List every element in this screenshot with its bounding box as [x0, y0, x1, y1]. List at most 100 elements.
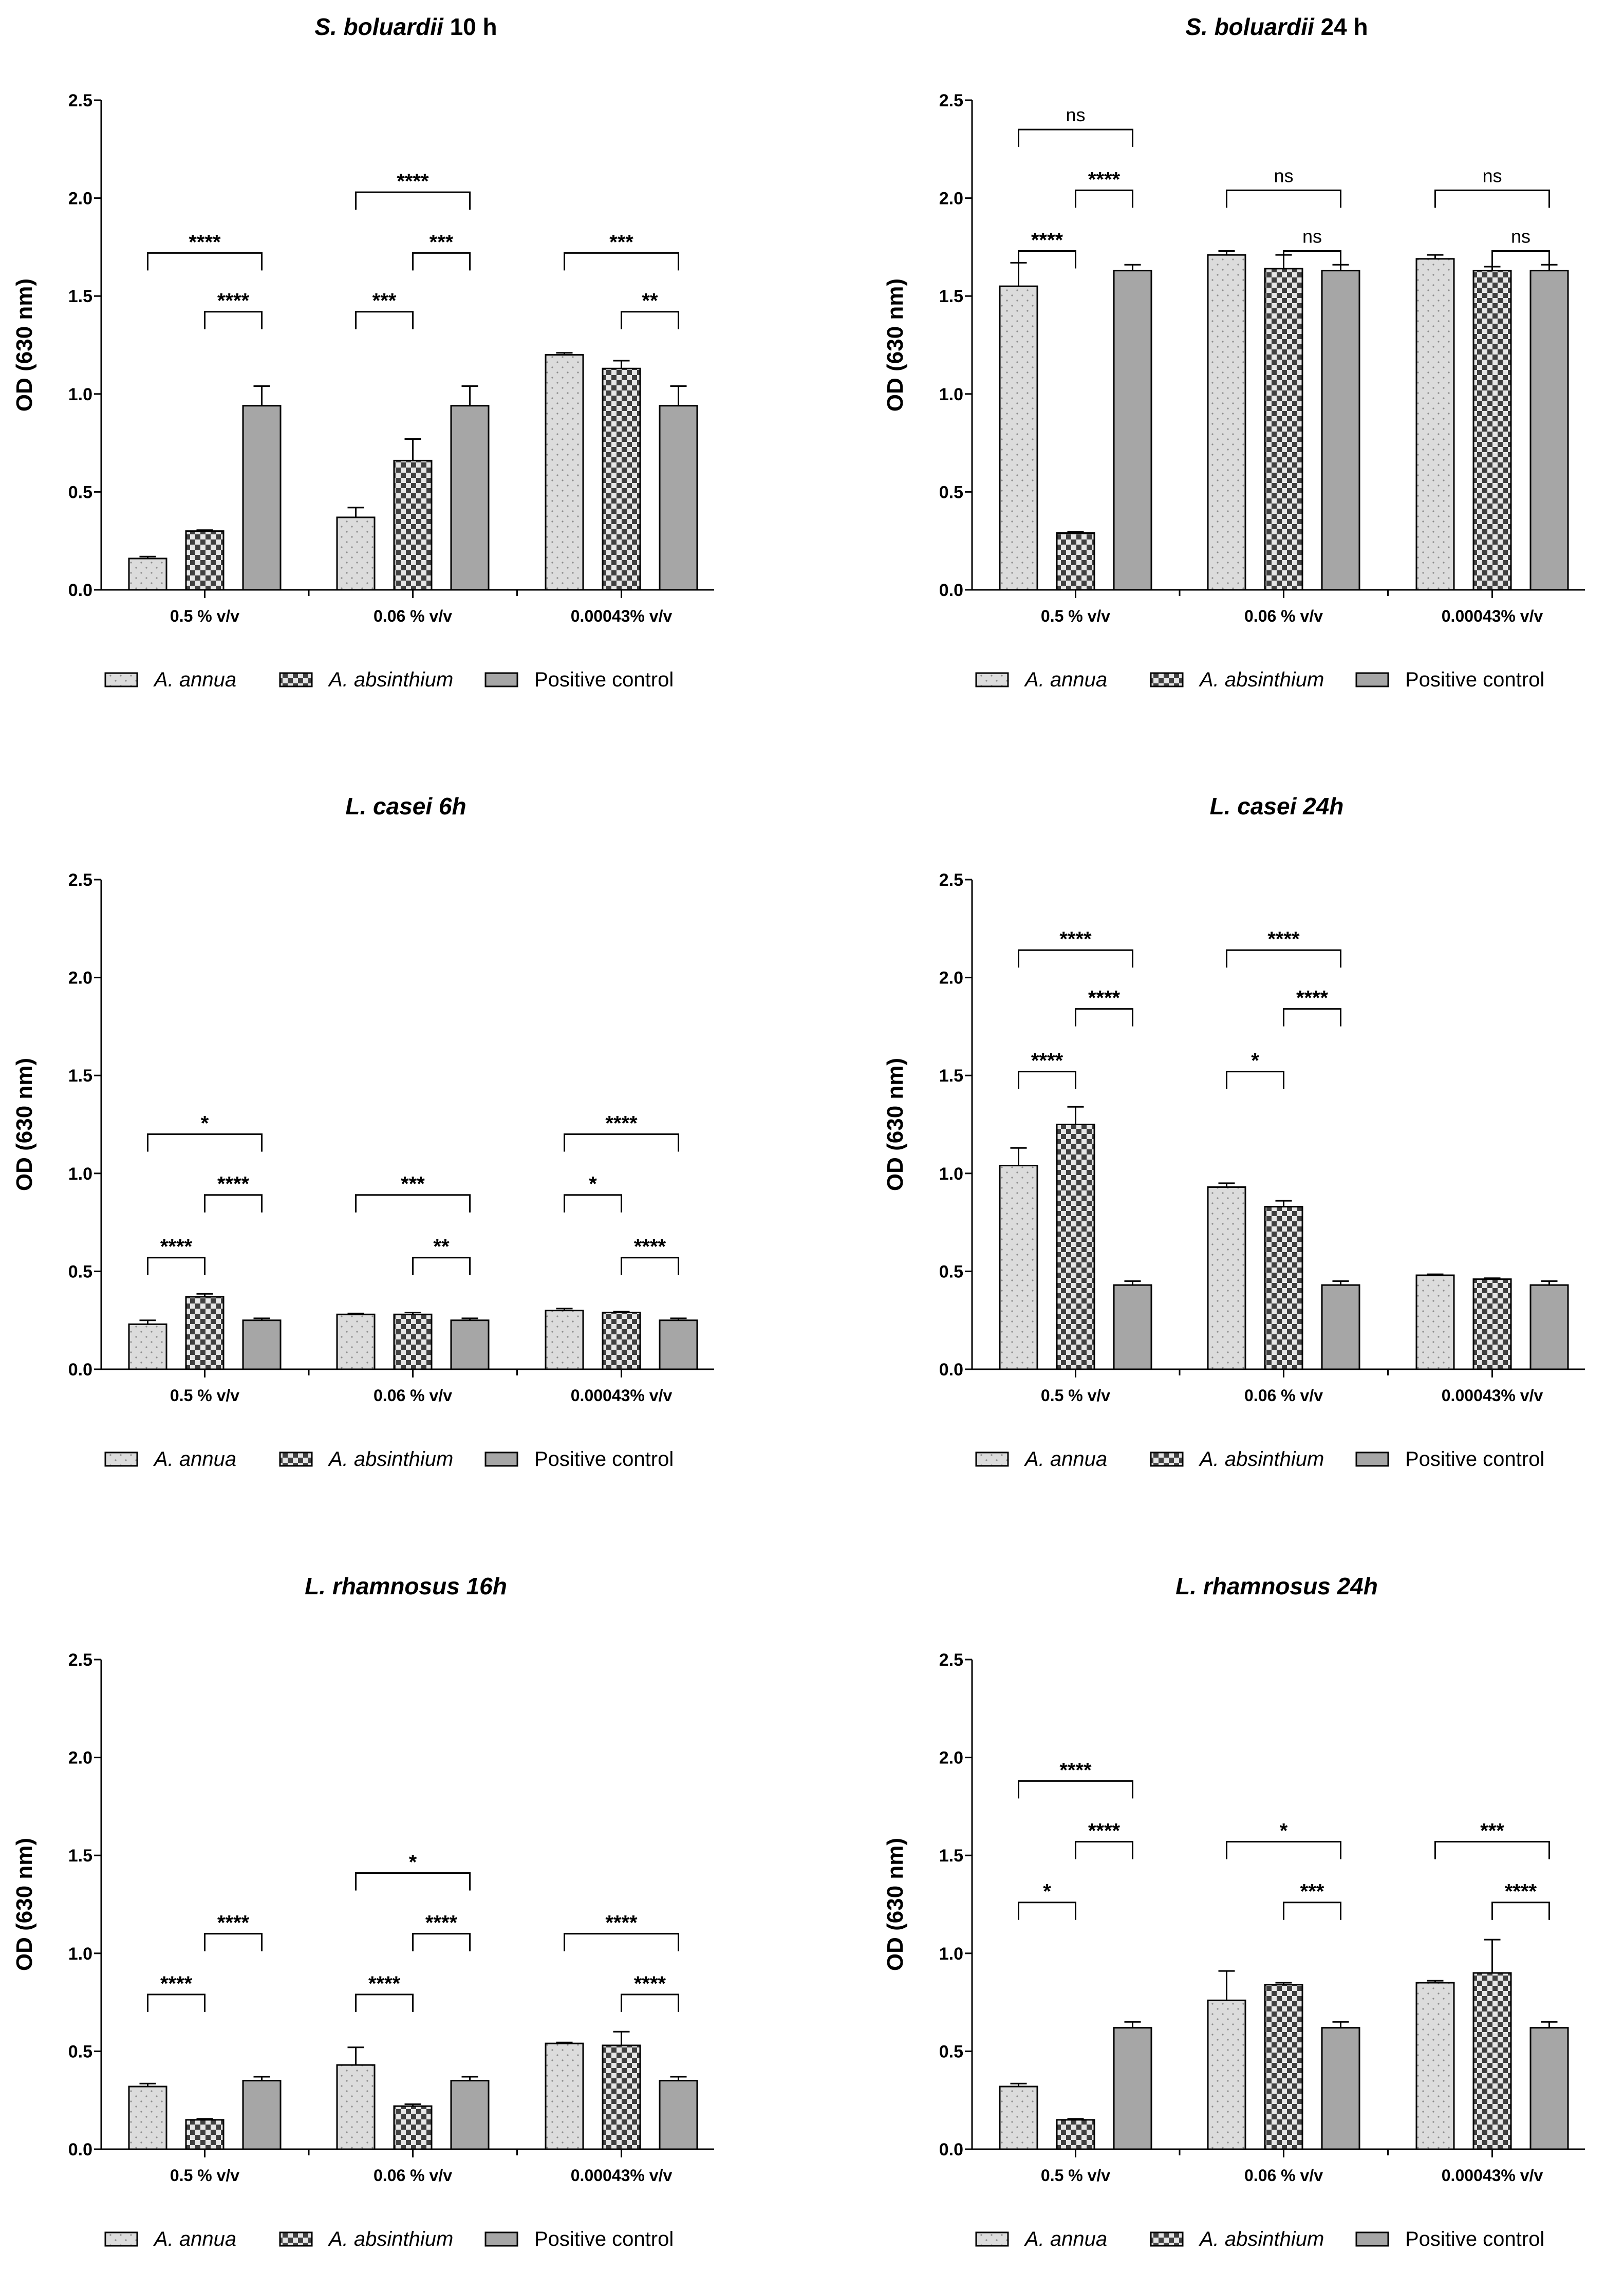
legend-label: A. annua: [1024, 2228, 1107, 2250]
legend-label: A. absinthium: [1199, 2228, 1324, 2250]
y-tick-label: 1.0: [68, 1944, 92, 1964]
significance-bracket: [621, 1257, 679, 1275]
significance-label: ****: [217, 1173, 250, 1196]
bar: [1264, 268, 1303, 591]
significance-bracket: [355, 1194, 471, 1213]
bar: [1113, 2027, 1152, 2150]
significance-label: ****: [1088, 987, 1121, 1010]
significance-label: *: [201, 1112, 209, 1135]
bar: [545, 1310, 584, 1370]
x-category-label: 0.06 % v/v: [374, 607, 452, 625]
chart-title: L. rhamnosus 16h: [305, 1573, 507, 1599]
y-tick-label: 1.0: [939, 1944, 963, 1964]
legend-swatch: [484, 672, 518, 687]
y-axis-label: OD (630 nm): [883, 1058, 908, 1191]
x-category-label: 0.5 % v/v: [170, 607, 239, 625]
significance-bracket: [1491, 1902, 1550, 1920]
legend-swatch: [975, 1451, 1009, 1467]
y-tick-label: 0.0: [939, 581, 963, 600]
significance-label: *: [1280, 1820, 1288, 1842]
significance-bracket: [412, 1257, 471, 1275]
legend-label: A. annua: [153, 1448, 236, 1470]
y-tick-label: 1.5: [68, 1066, 92, 1086]
significance-label: ****: [160, 1972, 193, 1995]
bar: [659, 405, 698, 591]
y-tick-label: 1.0: [939, 385, 963, 404]
significance-label: ****: [1088, 168, 1121, 191]
chart-panel-4: L. casei 24h OD (630 nm) 0.0 0.5 1.0 1.5 2.0 2.…: [883, 793, 1585, 1470]
significance-bracket: [1283, 1008, 1341, 1027]
x-category-label: 0.06 % v/v: [374, 2166, 452, 2185]
bar: [1113, 1284, 1152, 1370]
significance-bracket: [621, 1994, 679, 2012]
chart-title-italic: L. casei 6h: [345, 793, 466, 820]
bar: [128, 1323, 167, 1370]
chart-title-italic: S. boluardii: [314, 13, 444, 40]
significance-label: **: [433, 1236, 450, 1258]
bar: [1056, 2119, 1095, 2150]
significance-label: ***: [609, 231, 633, 253]
legend-swatch: [104, 1451, 138, 1467]
x-category-label: 0.5 % v/v: [1041, 2166, 1110, 2185]
significance-label: ***: [401, 1173, 425, 1196]
y-tick-label: 1.5: [68, 287, 92, 306]
bar: [450, 2080, 490, 2150]
significance-label: ****: [368, 1972, 401, 1995]
x-category-label: 0.00043% v/v: [571, 607, 673, 625]
legend-swatch: [104, 2231, 138, 2247]
significance-label: ****: [189, 231, 221, 253]
legend-label: A. absinthium: [328, 2228, 453, 2250]
chart-title: S. boluardii 10 h: [314, 13, 497, 40]
legend-swatch: [1150, 2231, 1184, 2247]
bar: [602, 1311, 641, 1370]
significance-bracket: [1226, 1841, 1341, 1859]
significance-bracket: [621, 311, 679, 329]
y-tick-label: 0.5: [939, 2042, 963, 2061]
legend-label: Positive control: [534, 1448, 674, 1470]
legend-label: A. absinthium: [1199, 668, 1324, 691]
legend: A. annua A. absinthium Positive control: [975, 668, 1544, 691]
bar: [185, 530, 225, 591]
legend-label: A. annua: [153, 2228, 236, 2250]
significance-bracket: [1226, 949, 1341, 968]
significance-bracket: [1491, 250, 1550, 269]
significance-bracket: [355, 1872, 471, 1891]
significance-label: ****: [1031, 1050, 1063, 1072]
bar: [1472, 270, 1512, 591]
significance-label: **: [642, 290, 658, 312]
y-tick-label: 2.5: [68, 870, 92, 890]
bar: [602, 367, 641, 591]
legend-swatch: [1355, 672, 1389, 687]
bar: [242, 1319, 282, 1370]
bar: [1207, 254, 1246, 591]
legend-label: A. absinthium: [1199, 1448, 1324, 1470]
x-category-label: 0.06 % v/v: [1244, 2166, 1323, 2185]
y-tick-label: 1.5: [939, 1846, 963, 1866]
significance-label: ns: [1066, 104, 1085, 125]
significance-label: ***: [1480, 1820, 1504, 1842]
significance-label: ****: [217, 290, 250, 312]
bar: [1472, 1972, 1512, 2150]
bar: [1207, 1186, 1246, 1370]
significance-label: ****: [634, 1972, 666, 1995]
significance-label: ****: [1267, 928, 1300, 951]
significance-bracket: [355, 311, 414, 329]
chart-panel-3: L. casei 6h OD (630 nm) 0.0 0.5 1.0 1.5 2.0 2.5…: [12, 793, 714, 1470]
x-category-label: 0.00043% v/v: [571, 1386, 673, 1405]
bar: [545, 2042, 584, 2150]
y-tick-label: 2.0: [939, 1748, 963, 1768]
legend-swatch: [279, 672, 313, 687]
x-category-label: 0.06 % v/v: [1244, 607, 1323, 625]
significance-label: ****: [425, 1912, 458, 1934]
chart-title-italic: L. rhamnosus 16h: [305, 1573, 507, 1599]
legend-label: A. annua: [1024, 1448, 1107, 1470]
significance-label: ns: [1274, 165, 1293, 186]
x-category-label: 0.5 % v/v: [1041, 607, 1110, 625]
significance-bracket: [1075, 189, 1133, 208]
bar: [1529, 270, 1569, 591]
bar: [545, 354, 584, 591]
y-tick-label: 0.0: [939, 1360, 963, 1380]
chart-title-italic: S. boluardii: [1185, 13, 1315, 40]
significance-label: ****: [1031, 229, 1063, 252]
